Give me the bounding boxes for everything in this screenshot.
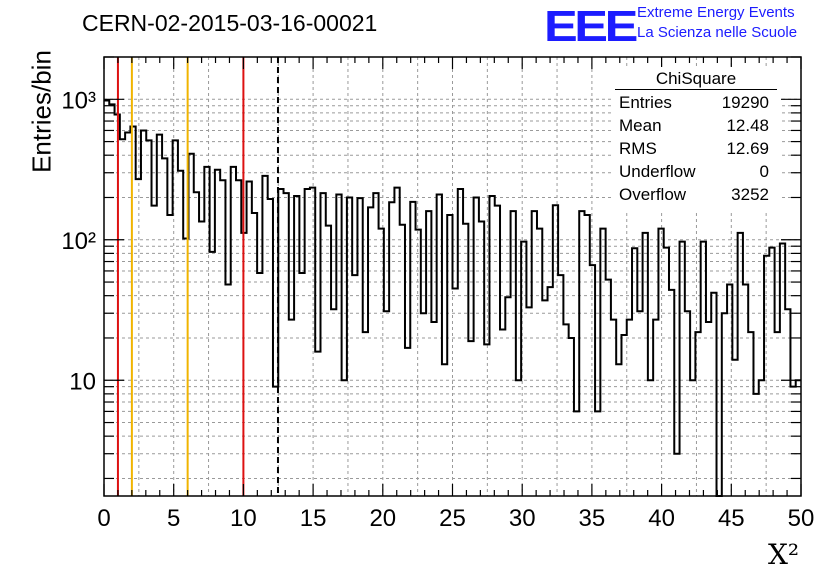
stat-key: Underflow <box>619 162 696 181</box>
x-axis-label: X² <box>768 538 800 571</box>
x-tick-label: 20 <box>369 505 396 532</box>
run-title: CERN-02-2015-03-16-00021 <box>82 10 378 36</box>
histogram-line <box>104 99 801 497</box>
stat-value: 3252 <box>731 185 769 204</box>
x-tick-label: 25 <box>439 505 466 532</box>
x-tick-label: 50 <box>788 505 815 532</box>
stats-box: ChiSquare Entries 19290 Mean 12.48 RMS 1… <box>611 67 781 210</box>
x-tick-label: 15 <box>300 505 327 532</box>
x-tick-label: 5 <box>167 505 180 532</box>
stat-value: 12.69 <box>726 139 769 158</box>
eee-logo: EEE <box>544 2 638 51</box>
stat-value: 0 <box>759 162 769 181</box>
x-tick-label: 40 <box>648 505 675 532</box>
stat-key: RMS <box>619 139 657 158</box>
y-tick-label: 10 <box>69 368 96 395</box>
x-tick-label: 10 <box>230 505 257 532</box>
logo-subtitle-1: Extreme Energy Events <box>637 4 795 21</box>
y-tick-label: 10³ <box>61 87 96 114</box>
y-axis-label: Entries/bin <box>26 50 57 173</box>
stats-divider <box>615 89 777 90</box>
stat-key: Mean <box>619 116 662 135</box>
x-tick-label: 30 <box>509 505 536 532</box>
logo-subtitle-2: La Scienza nelle Scuole <box>637 24 798 41</box>
x-tick-label: 35 <box>579 505 606 532</box>
x-tick-label: 0 <box>97 505 110 532</box>
stat-value: 19290 <box>721 93 769 112</box>
stat-value: 12.48 <box>726 116 769 135</box>
x-tick-label: 45 <box>718 505 745 532</box>
y-tick-label: 10² <box>61 228 96 255</box>
stat-key: Overflow <box>619 185 687 204</box>
stats-title: ChiSquare <box>655 69 737 88</box>
stat-key: Entries <box>619 93 672 112</box>
